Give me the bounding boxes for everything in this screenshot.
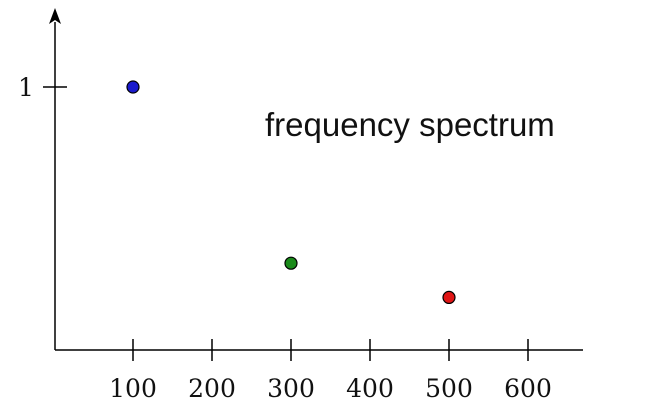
- x-tick-label: 400: [346, 374, 394, 403]
- x-tick-label: 200: [188, 374, 236, 403]
- x-tick-label: 100: [109, 374, 157, 403]
- x-axis-ticks: 100 200 300 400 500 600: [109, 339, 552, 403]
- data-point-300: [284, 256, 298, 270]
- annotations: frequency spectrum: [265, 106, 555, 143]
- x-tick-label: 300: [267, 374, 315, 403]
- data-point-100: [126, 80, 140, 94]
- axes: [49, 8, 583, 351]
- y-tick-label: 1: [18, 73, 34, 102]
- annotation-label: frequency spectrum: [265, 106, 555, 143]
- data-point-500: [442, 290, 456, 304]
- y-axis-ticks: 1: [18, 73, 67, 102]
- data-points: [126, 80, 456, 304]
- x-tick-label: 500: [425, 374, 473, 403]
- x-tick-label: 600: [504, 374, 552, 403]
